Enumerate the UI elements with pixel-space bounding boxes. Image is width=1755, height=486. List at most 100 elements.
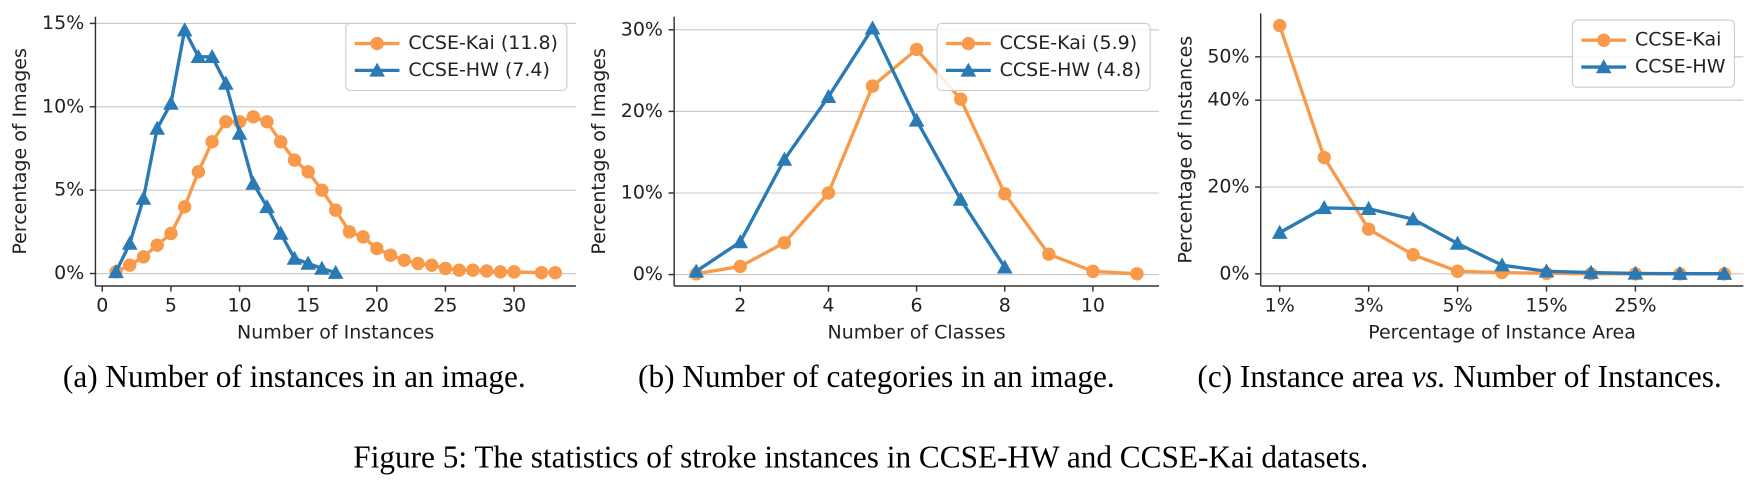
marker	[466, 263, 480, 277]
y-tick-label: 40%	[1207, 89, 1249, 111]
y-tick-label: 0%	[633, 263, 663, 285]
legend-marker	[1597, 33, 1611, 47]
caption-part: (c) Instance area	[1197, 359, 1411, 394]
legend-marker	[369, 62, 385, 77]
marker	[1360, 200, 1377, 216]
marker	[1494, 257, 1510, 272]
x-tick-label: 5%	[1443, 295, 1473, 317]
x-tick-label: 3%	[1354, 295, 1384, 317]
marker	[953, 92, 968, 106]
marker	[123, 258, 137, 272]
marker	[1086, 264, 1100, 279]
marker	[534, 265, 549, 280]
marker	[1273, 18, 1287, 33]
marker	[108, 264, 124, 279]
marker	[777, 236, 792, 250]
marker	[136, 250, 151, 264]
marker	[231, 125, 248, 140]
y-tick-label: 30%	[621, 18, 663, 40]
x-tick-label: 30	[502, 295, 526, 317]
marker	[425, 258, 439, 272]
marker	[301, 165, 315, 179]
y-axis-label: Percentage of Instances	[1174, 36, 1196, 264]
x-tick-label: 15	[296, 295, 320, 317]
series-line	[114, 28, 337, 275]
marker	[177, 200, 192, 214]
y-tick-label: 0%	[54, 262, 84, 284]
legend-marker	[961, 36, 976, 51]
marker	[1627, 265, 1644, 280]
marker	[821, 186, 836, 200]
marker	[259, 199, 275, 214]
marker	[776, 151, 793, 166]
marker	[135, 190, 152, 205]
y-tick-label: 20%	[1207, 176, 1249, 198]
marker	[314, 260, 330, 275]
marker	[205, 135, 219, 149]
marker	[1406, 248, 1420, 262]
legend-marker	[1595, 59, 1612, 74]
marker	[150, 238, 164, 252]
marker	[1405, 211, 1421, 226]
x-tick-label: 10	[227, 295, 251, 317]
caption-part: Number of Instances.	[1446, 359, 1722, 394]
marker	[452, 263, 466, 277]
marker	[493, 265, 508, 279]
marker	[1042, 247, 1056, 261]
legend-box	[1571, 19, 1735, 88]
legend-label: CCSE-Kai (11.8)	[408, 32, 558, 54]
marker	[1316, 200, 1332, 215]
x-axis-label: Number of Instances	[237, 321, 434, 343]
series-line	[695, 26, 1007, 273]
marker	[548, 265, 562, 280]
figure-caption: Figure 5: The statistics of stroke insta…	[353, 439, 1368, 474]
x-tick-label: 6	[911, 295, 923, 317]
marker	[328, 203, 343, 217]
x-tick-label: 20	[365, 295, 389, 317]
marker	[164, 226, 178, 241]
marker	[286, 250, 303, 265]
y-tick-label: 50%	[1207, 45, 1249, 67]
marker	[1583, 264, 1599, 279]
legend: CCSE-Kai CCSE-HW	[1571, 19, 1735, 88]
marker	[218, 75, 234, 90]
y-axis-label: Percentage of Images	[9, 48, 31, 255]
marker	[272, 225, 289, 240]
marker	[732, 234, 749, 249]
marker	[1450, 264, 1465, 278]
marker	[688, 263, 705, 278]
marker	[1361, 222, 1376, 236]
legend-box	[345, 22, 568, 92]
marker	[260, 115, 274, 129]
y-tick-label: 15%	[42, 12, 84, 34]
marker	[300, 255, 317, 270]
marker	[342, 225, 357, 239]
x-tick-label: 25	[433, 295, 457, 317]
marker	[246, 110, 260, 124]
y-tick-label: 10%	[621, 181, 663, 203]
marker	[952, 191, 969, 206]
caption-part: vs.	[1412, 359, 1446, 394]
y-axis-label: Percentage of Images	[588, 48, 610, 255]
marker	[1317, 150, 1331, 165]
x-tick-label: 1%	[1265, 295, 1295, 317]
marker	[996, 259, 1013, 274]
marker	[507, 265, 521, 279]
legend-label: CCSE-HW (7.4)	[408, 59, 549, 81]
marker	[864, 20, 881, 35]
marker	[121, 235, 138, 250]
legend-marker	[960, 62, 977, 77]
x-tick-label: 4	[822, 295, 834, 317]
y-tick-label: 20%	[621, 100, 663, 122]
marker	[274, 135, 288, 149]
legend-label: CCSE-Kai	[1635, 29, 1721, 51]
marker	[219, 115, 233, 129]
marker	[1271, 224, 1288, 239]
chart-caption: (b) Number of categories in an image.	[638, 359, 1115, 394]
marker	[908, 112, 925, 127]
y-tick-label: 0%	[1219, 262, 1249, 284]
x-tick-label: 10	[1081, 295, 1105, 317]
marker	[149, 120, 166, 135]
chart-caption: (c) Instance area vs. Number of Instance…	[1197, 359, 1721, 394]
